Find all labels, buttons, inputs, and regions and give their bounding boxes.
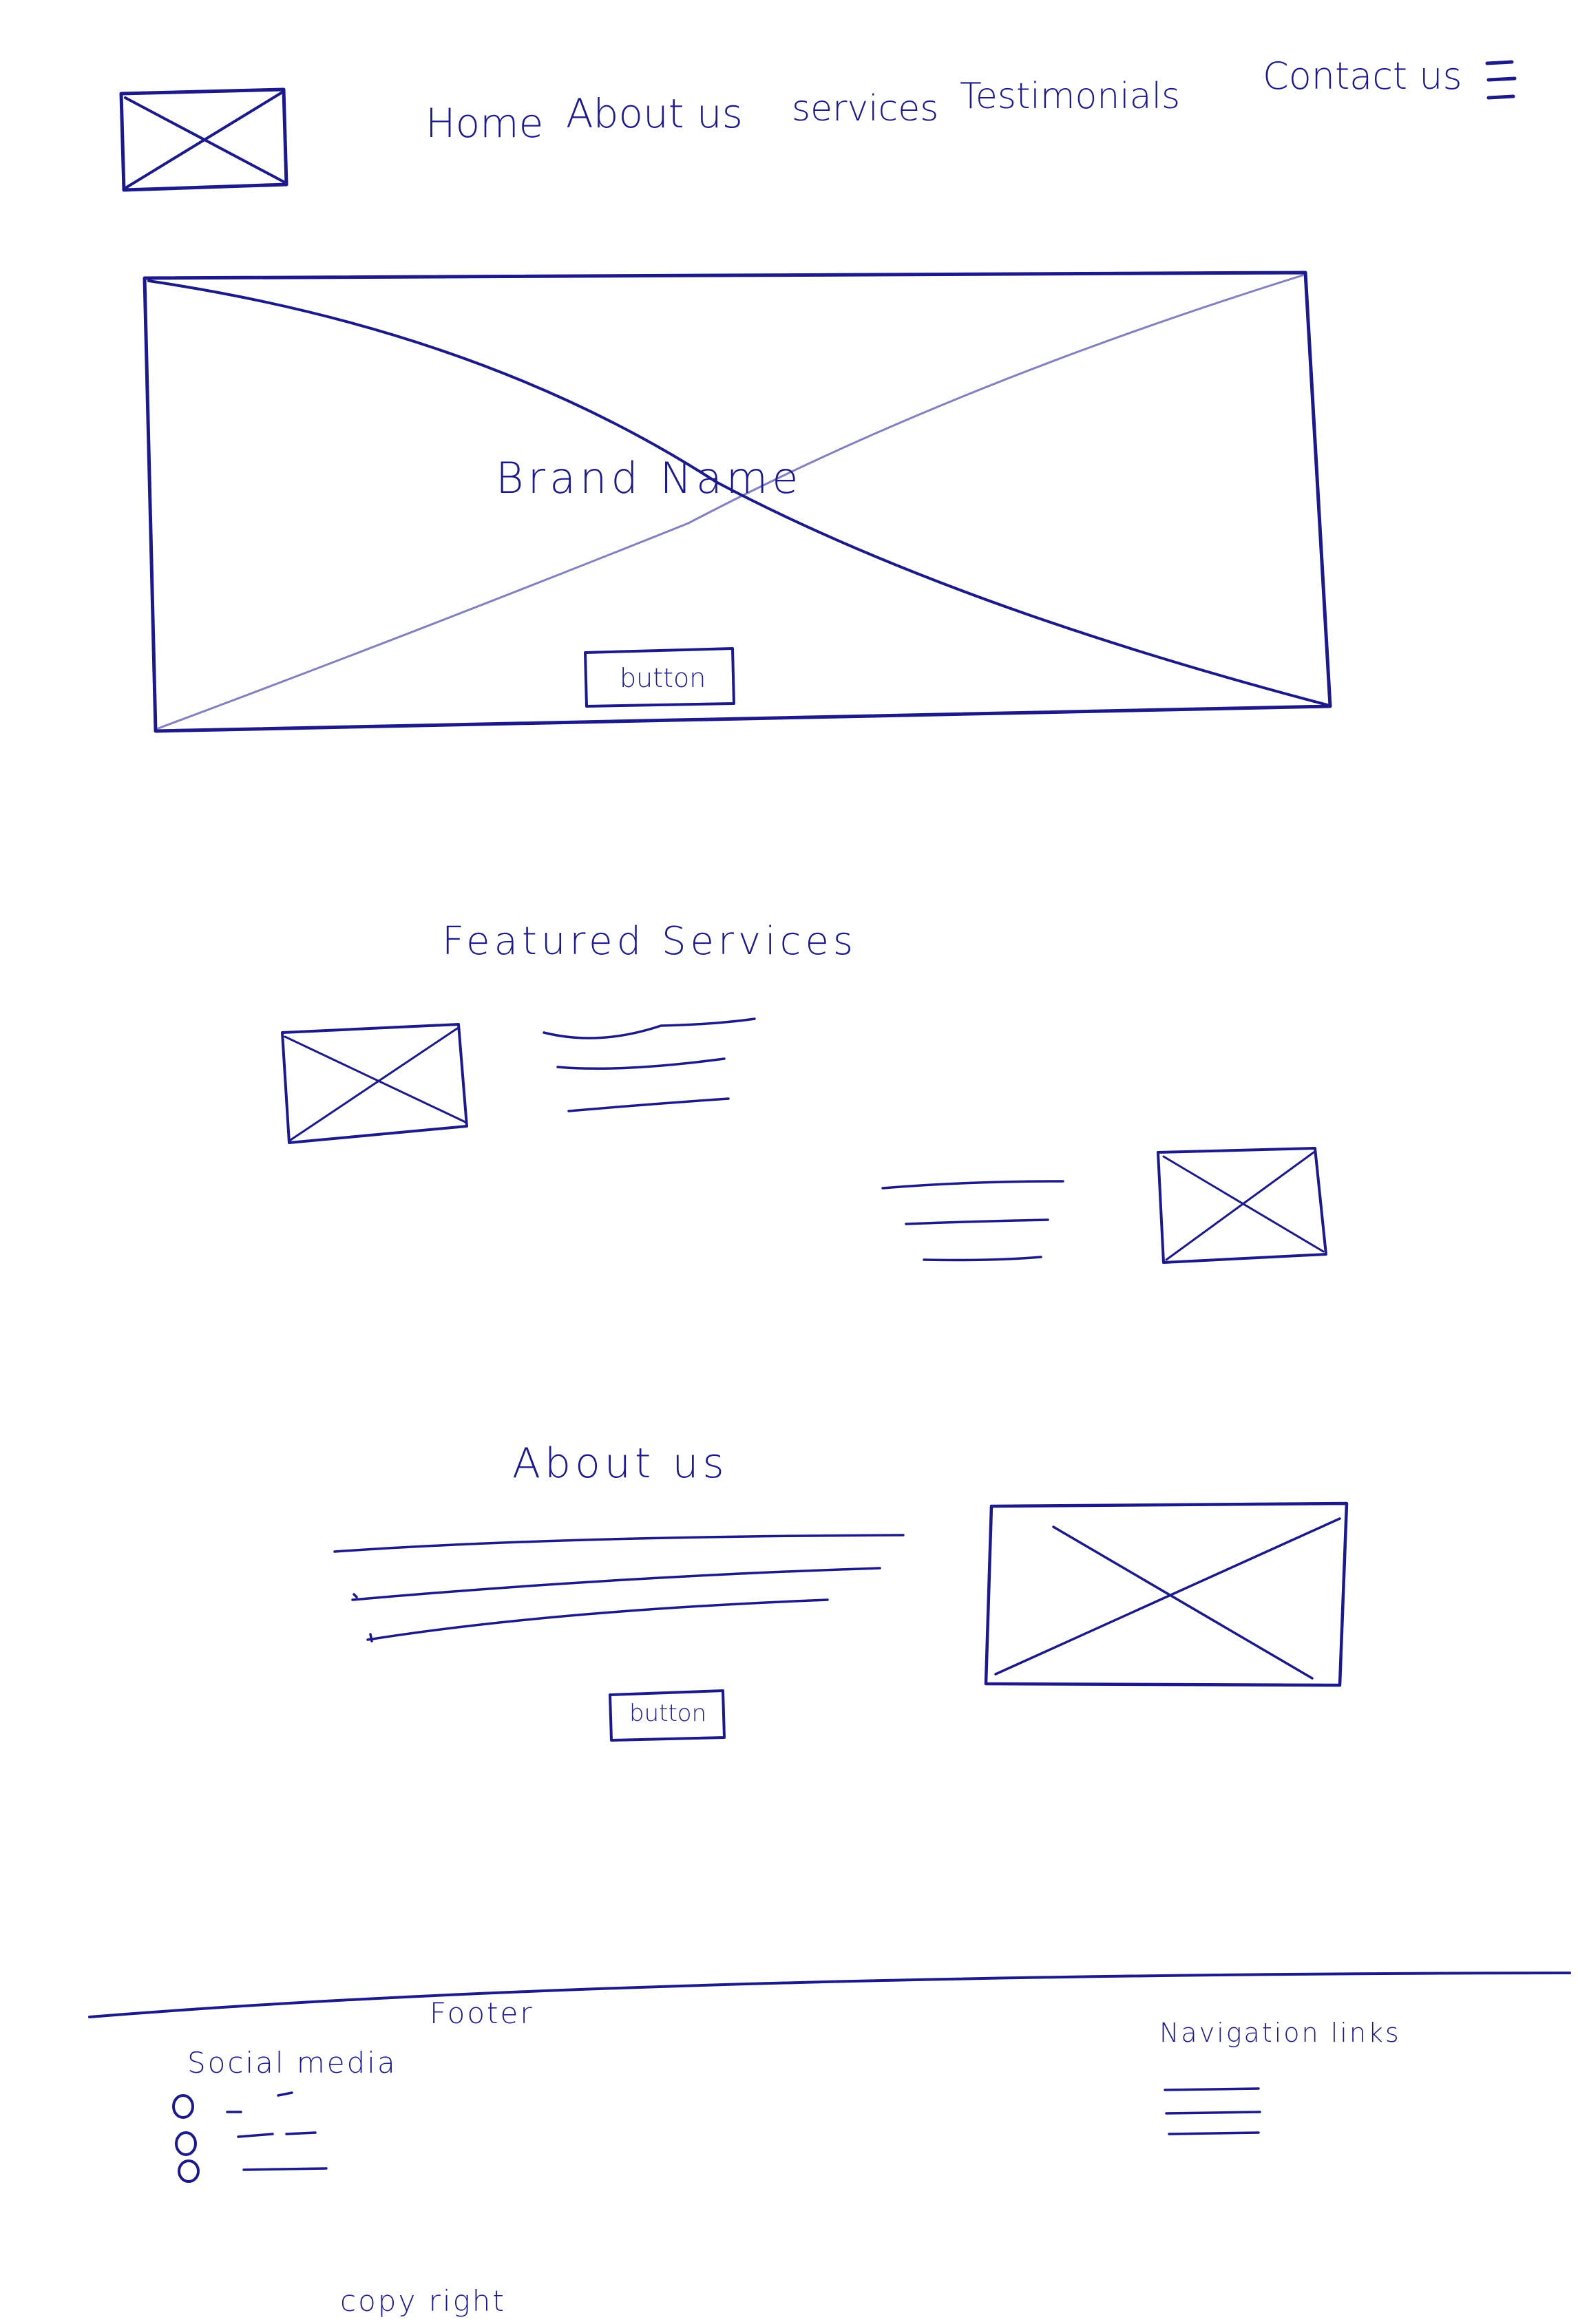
about-text-lines [333,1534,905,1642]
hero-image-placeholder [143,271,1332,733]
featured-services-heading: Featured Services [442,919,858,964]
service-text-lines-2 [881,1180,1064,1262]
about-button-label: button [629,1700,707,1727]
logo-placeholder [119,87,288,192]
nav-about: About us [566,90,743,137]
about-image-placeholder [984,1501,1349,1687]
footer-divider [88,1972,1571,2018]
about-heading: About us [512,1439,728,1488]
about-button [609,1689,726,1742]
hero-button-label: button [620,663,706,693]
copyright-text: copy right [340,2284,506,2318]
nav-services: services [792,88,939,129]
menu-icon [1485,60,1517,100]
social-list [172,2091,328,2183]
footer-nav-lines [1164,2087,1261,2135]
service-text-lines-1 [543,1017,756,1112]
hero-button [584,647,735,708]
nav-testimonials: Testimonials [960,76,1181,117]
hero-brand-name: Brand Name [496,453,803,503]
footer-label: Footer [430,1996,534,2030]
nav-home: Home [425,100,544,147]
service-image-2 [1157,1147,1327,1264]
navigation-links-heading: Navigation links [1159,2018,1401,2048]
social-media-heading: Social media [187,2046,397,2080]
service-image-1 [281,1023,468,1144]
nav-contact: Contact us [1263,54,1462,98]
